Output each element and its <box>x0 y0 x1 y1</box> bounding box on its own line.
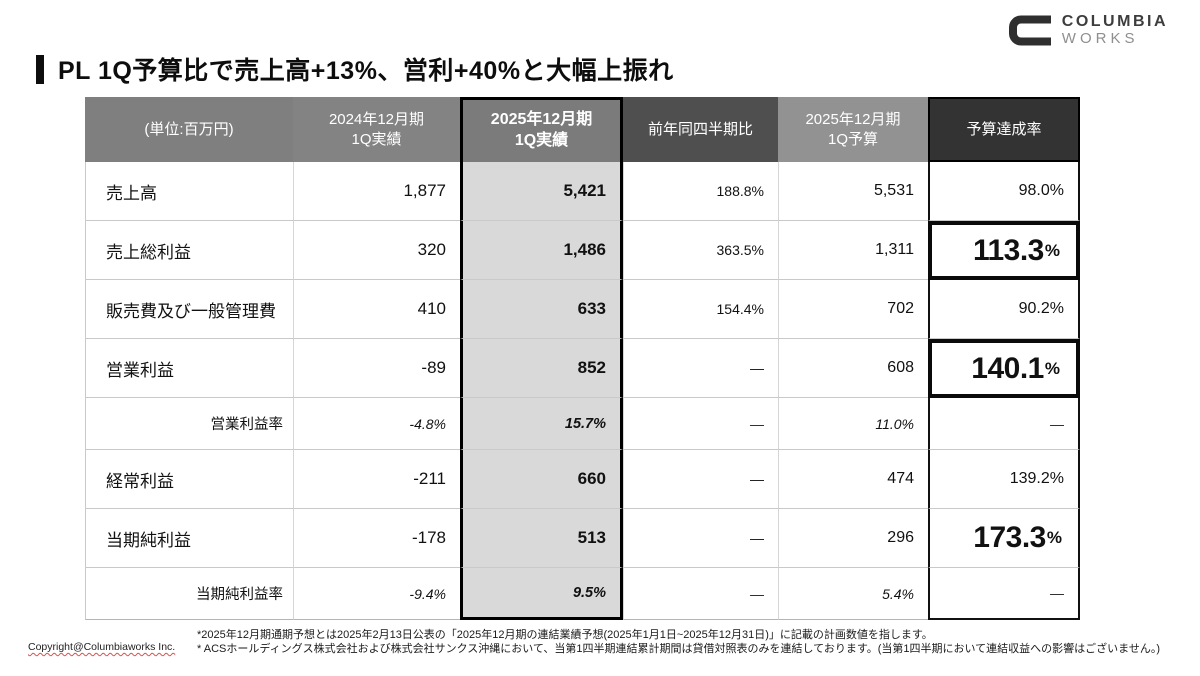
achievement-percent-sign: % <box>1044 358 1060 378</box>
cell-achievement: 98.0% <box>928 162 1080 221</box>
cell-2024-actual: -89 <box>293 339 460 398</box>
cell-yoy: — <box>623 509 778 568</box>
cell-budget: 5.4% <box>778 568 928 620</box>
cell-yoy: — <box>623 339 778 398</box>
column-header-4: 2025年12月期 1Q予算 <box>778 97 928 162</box>
row-label: 売上総利益 <box>85 221 293 280</box>
cell-2024-actual: 1,877 <box>293 162 460 221</box>
table-row: 営業利益率 -4.8% 15.7% —11.0% — <box>85 398 1080 450</box>
page-title: PL 1Q予算比で売上高+13%、営利+40%と大幅上振れ <box>58 57 674 85</box>
row-label: 販売費及び一般管理費 <box>85 280 293 339</box>
achievement-percent-sign: % <box>1044 240 1060 260</box>
cell-achievement: 139.2% <box>928 450 1080 509</box>
title-block: PL 1Q予算比で売上高+13%、営利+40%と大幅上振れ <box>36 51 674 87</box>
cell-budget: 608 <box>778 339 928 398</box>
row-label: 営業利益率 <box>85 398 293 450</box>
footnote-line-2: * ACSホールディングス株式会社および株式会社サンクス沖縄において、当第1四半… <box>197 643 1161 655</box>
cell-yoy: — <box>623 398 778 450</box>
achievement-percent-sign: % <box>1046 528 1062 547</box>
cell-yoy: 363.5% <box>623 221 778 280</box>
row-label: 経常利益 <box>85 450 293 509</box>
column-header-2: 2025年12月期 1Q実績 <box>460 97 623 162</box>
cell-budget: 296 <box>778 509 928 568</box>
table-row: 営業利益 -89 852—608 140.1% <box>85 339 1080 398</box>
cell-2024-actual: 320 <box>293 221 460 280</box>
cell-achievement: 140.1% <box>928 339 1080 398</box>
achievement-big-number: 113.3 <box>972 233 1044 267</box>
cell-2024-actual: 410 <box>293 280 460 339</box>
column-header-5: 予算達成率 <box>928 97 1080 162</box>
title-accent-bar <box>36 54 44 84</box>
cell-yoy: — <box>623 450 778 509</box>
cell-2025-actual: 513 <box>460 509 623 568</box>
cell-achievement: 90.2% <box>928 280 1080 339</box>
row-label: 当期純利益率 <box>85 568 293 620</box>
cell-2025-actual: 633 <box>460 280 623 339</box>
cell-2024-actual: -4.8% <box>293 398 460 450</box>
cell-2024-actual: -211 <box>293 450 460 509</box>
logo-text: COLUMBIA WORKS <box>1061 13 1168 47</box>
cell-2025-actual: 1,486 <box>460 221 623 280</box>
column-header-1: 2024年12月期 1Q実績 <box>293 97 460 162</box>
column-header-3: 前年同四半期比 <box>623 97 778 162</box>
table-row: 販売費及び一般管理費 410 633 154.4% 702 90.2% <box>85 280 1080 339</box>
cell-yoy: 154.4% <box>623 280 778 339</box>
logo-line2: WORKS <box>1061 29 1139 47</box>
table-row: 経常利益 -211 660—474 139.2% <box>85 450 1080 509</box>
footnotes: *2025年12月期通期予想とは2025年2月13日公表の「2025年12月期の… <box>197 628 1160 656</box>
cell-budget: 11.0% <box>778 398 928 450</box>
table-row: 売上高 1,877 5,421 188.8% 5,531 98.0% <box>85 162 1080 221</box>
table-row: 当期純利益 -178 513—296 173.3% <box>85 509 1080 568</box>
cell-budget: 474 <box>778 450 928 509</box>
cell-yoy: 188.8% <box>623 162 778 221</box>
cell-achievement: — <box>928 568 1080 620</box>
cell-budget: 1,311 <box>778 221 928 280</box>
cell-yoy: — <box>623 568 778 620</box>
cell-2025-actual: 15.7% <box>460 398 623 450</box>
row-label: 営業利益 <box>85 339 293 398</box>
table-row: 売上総利益 320 1,486 363.5% 1,311 113.3% <box>85 221 1080 280</box>
table-row: 当期純利益率 -9.4% 9.5% —5.4% — <box>85 568 1080 620</box>
cell-2025-actual: 660 <box>460 450 623 509</box>
row-label: 当期純利益 <box>85 509 293 568</box>
table-body: 売上高 1,877 5,421 188.8% 5,531 98.0% 売上総利益 320 1,4… <box>85 162 1080 620</box>
cell-2024-actual: -178 <box>293 509 460 568</box>
cell-2025-actual: 5,421 <box>460 162 623 221</box>
columbia-c-mark-icon <box>1008 15 1051 46</box>
table-header-row: (単位:百万円) 2024年12月期 1Q実績 2025年12月期 1Q実績 前年同四… <box>85 97 1080 162</box>
pl-comparison-table: (単位:百万円) 2024年12月期 1Q実績 2025年12月期 1Q実績 前年同四… <box>85 97 1080 620</box>
achievement-big-number: 173.3 <box>973 521 1046 554</box>
cell-budget: 5,531 <box>778 162 928 221</box>
cell-achievement: 173.3% <box>928 509 1080 568</box>
copyright-text: Copyright@Columbiaworks Inc. <box>28 641 176 653</box>
cell-2024-actual: -9.4% <box>293 568 460 620</box>
footnote-line-1: *2025年12月期通期予想とは2025年2月13日公表の「2025年12月期の… <box>197 629 933 641</box>
column-header-0: (単位:百万円) <box>85 97 293 162</box>
row-label: 売上高 <box>85 162 293 221</box>
cell-achievement: 113.3% <box>928 221 1080 280</box>
cell-budget: 702 <box>778 280 928 339</box>
cell-achievement: — <box>928 398 1080 450</box>
cell-2025-actual: 9.5% <box>460 568 623 620</box>
logo-line1: COLUMBIA <box>1061 13 1168 30</box>
achievement-big-number: 140.1 <box>971 351 1044 385</box>
cell-2025-actual: 852 <box>460 339 623 398</box>
columbia-works-logo: COLUMBIA WORKS <box>1008 13 1168 47</box>
